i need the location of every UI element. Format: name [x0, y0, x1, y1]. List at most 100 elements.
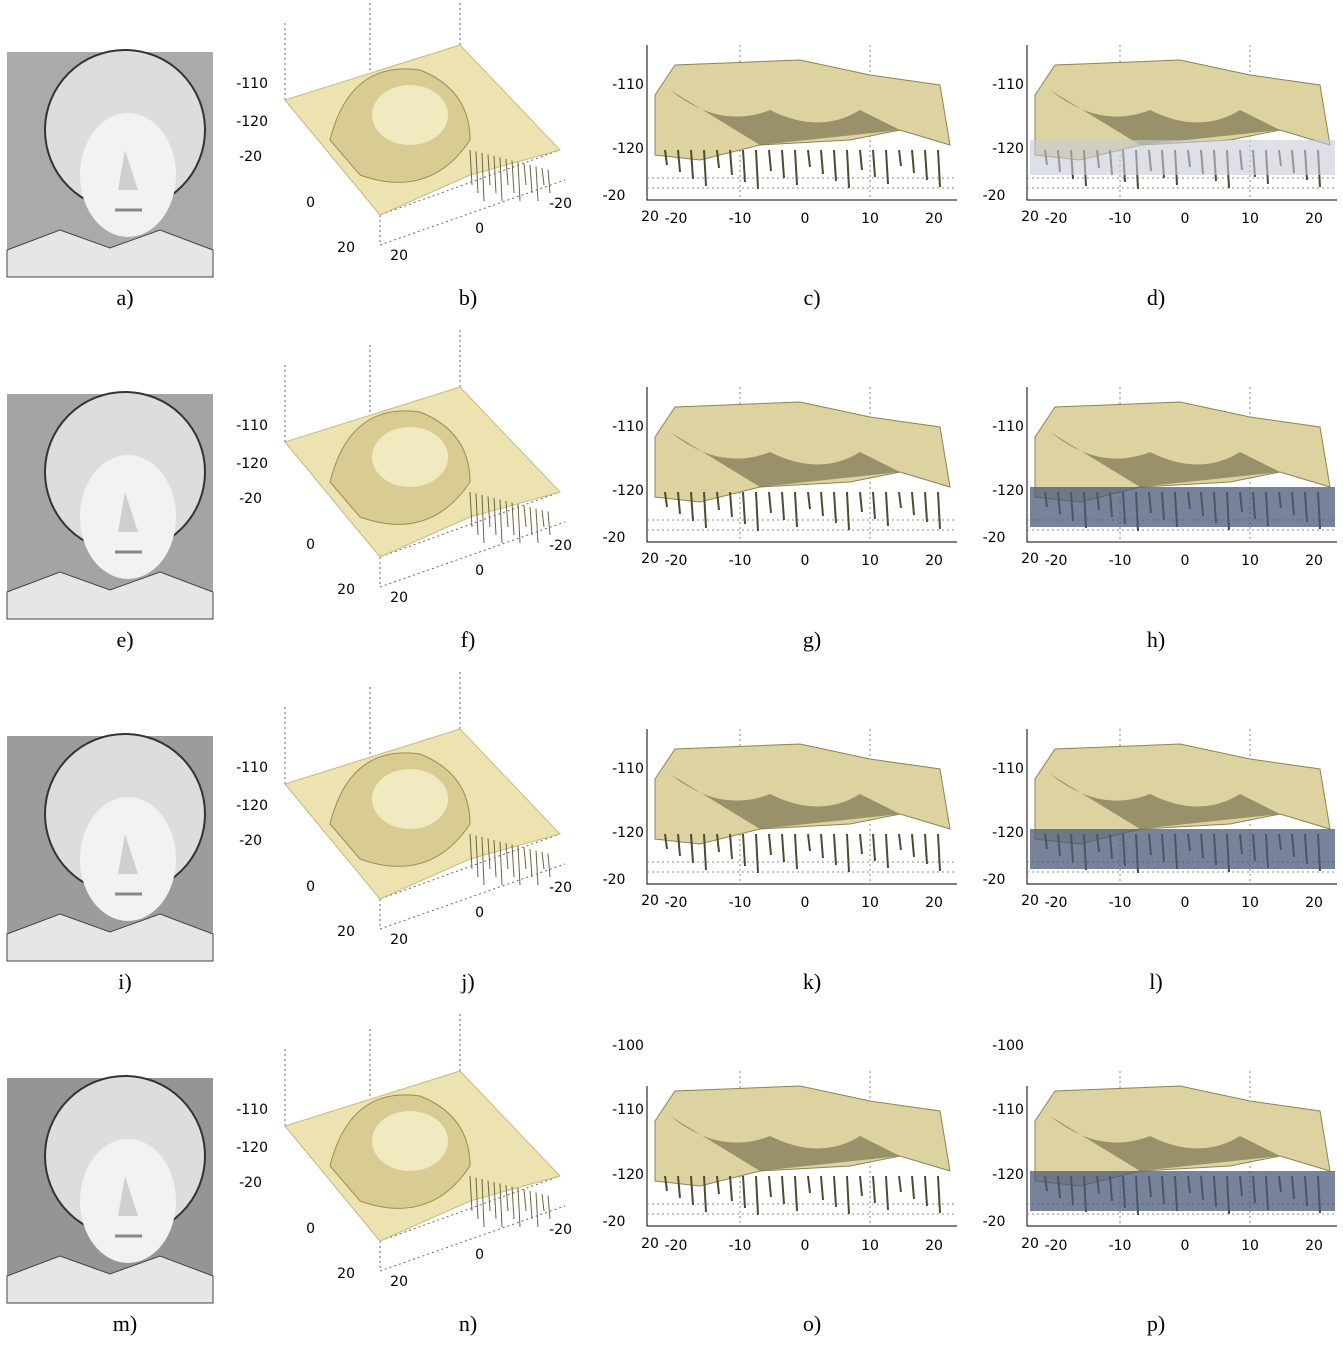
axis — [646, 729, 957, 885]
axis — [646, 1086, 957, 1227]
spike — [475, 151, 479, 194]
tick-label: -110 — [612, 419, 644, 435]
spike — [755, 491, 759, 532]
tick-label: -10 — [1109, 1238, 1132, 1254]
tick-label: -20 — [983, 188, 1006, 204]
spike — [487, 496, 491, 528]
surface — [654, 1085, 951, 1187]
spike — [755, 833, 759, 874]
tick-label: -20 — [665, 211, 688, 227]
spike — [781, 833, 785, 863]
tick-label: 20 — [337, 1266, 355, 1282]
tick-label: 20 — [337, 582, 355, 598]
tick-label: 20 — [390, 1274, 408, 1290]
spike — [664, 491, 668, 508]
tick-label: 20 — [641, 1236, 659, 1252]
tick-label: 0 — [801, 211, 810, 227]
spike — [535, 1192, 539, 1228]
panel-label: h) — [1147, 627, 1165, 652]
box-edge — [284, 669, 561, 900]
spike — [677, 491, 681, 515]
face-center — [372, 427, 448, 487]
tick-label: -20 — [983, 872, 1006, 888]
spike — [755, 149, 759, 190]
tick-label: 20 — [337, 924, 355, 940]
spike — [523, 1189, 527, 1212]
spike — [794, 1175, 798, 1212]
spike — [664, 833, 668, 850]
panel: c) -110 -120 -20 20 -20 -10 0 10 20 — [603, 45, 957, 310]
tick-label: -120 — [612, 483, 644, 499]
spike — [859, 491, 863, 513]
spike — [885, 491, 889, 527]
panel-label: n) — [459, 1311, 477, 1336]
spike — [937, 1175, 941, 1214]
spike — [820, 149, 824, 175]
spike — [716, 833, 720, 853]
panel-label: a) — [116, 285, 133, 310]
panel-label: l) — [1149, 969, 1162, 994]
spike — [859, 833, 863, 855]
tick-label: -120 — [236, 456, 268, 472]
tick-label: -120 — [236, 798, 268, 814]
spike — [547, 853, 551, 878]
spike — [475, 493, 479, 536]
tick-label: -120 — [236, 1140, 268, 1156]
spike — [493, 155, 497, 194]
spike — [677, 833, 681, 857]
tick-label: -120 — [612, 141, 644, 157]
nose — [118, 1176, 138, 1216]
spike — [924, 833, 928, 865]
spike — [541, 167, 545, 186]
tick-label: -20 — [1045, 553, 1068, 569]
tick-label: 20 — [337, 240, 355, 256]
tick-label: 20 — [390, 248, 408, 264]
surface-shadow — [670, 432, 900, 487]
tick-label: -100 — [612, 1038, 644, 1054]
surface-shadow — [670, 774, 900, 829]
tick-label: 20 — [390, 932, 408, 948]
tick-label: -120 — [236, 114, 268, 130]
spike — [807, 1175, 811, 1194]
spike — [511, 844, 515, 878]
tick-label: 20 — [1305, 211, 1323, 227]
tick-label: -120 — [992, 825, 1024, 841]
spike — [481, 836, 485, 886]
box-edge — [284, 327, 561, 558]
box-edge — [379, 179, 566, 246]
box-edge — [379, 1205, 566, 1272]
spike — [481, 1178, 485, 1228]
spike — [807, 833, 811, 852]
spike — [781, 1175, 785, 1205]
spike — [742, 833, 746, 867]
spike — [911, 833, 915, 858]
spike — [781, 149, 785, 179]
surface — [654, 743, 951, 845]
spike — [517, 845, 521, 886]
tick-label: -10 — [729, 1238, 752, 1254]
spike — [529, 848, 533, 878]
spike — [475, 835, 479, 878]
tick-label: 20 — [1021, 209, 1039, 225]
spike — [937, 491, 941, 530]
tick-label: -20 — [983, 530, 1006, 546]
spike — [794, 149, 798, 186]
tick-label: -10 — [729, 553, 752, 569]
spike — [755, 1175, 759, 1216]
tick-label: -20 — [239, 149, 262, 165]
tick-label: -20 — [1045, 211, 1068, 227]
box-edge — [284, 1011, 561, 1242]
spike — [716, 1175, 720, 1195]
panel: b) -110 -120 -20 0 20 20 0 -20 — [236, 0, 572, 310]
surface — [654, 401, 951, 503]
tick-label: -20 — [549, 196, 572, 212]
panel-label: k) — [803, 969, 821, 994]
panel-label: o) — [803, 1311, 821, 1336]
panel-label: j) — [460, 969, 474, 994]
grid — [647, 1071, 957, 1226]
panel-label: b) — [459, 285, 477, 310]
spike — [833, 491, 837, 524]
tick-label: 0 — [1181, 553, 1190, 569]
spike — [469, 491, 473, 528]
